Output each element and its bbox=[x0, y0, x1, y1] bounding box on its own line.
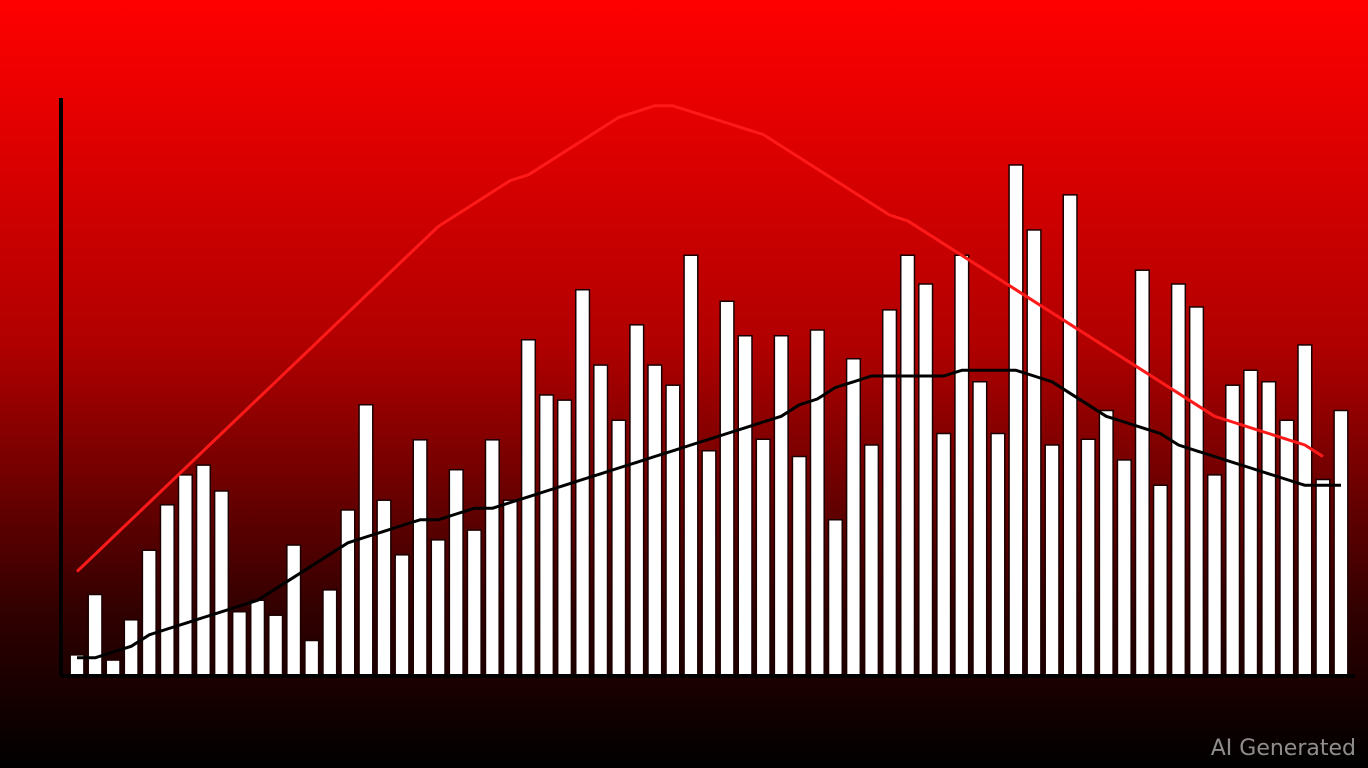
bar bbox=[990, 432, 1006, 676]
bar bbox=[1206, 474, 1223, 676]
bar bbox=[845, 358, 862, 676]
bar bbox=[1080, 438, 1096, 676]
bar bbox=[213, 490, 230, 676]
bar bbox=[827, 519, 844, 676]
bar bbox=[376, 499, 392, 676]
bar bbox=[105, 659, 121, 676]
bar bbox=[141, 549, 157, 676]
bar bbox=[1225, 384, 1241, 676]
line bbox=[77, 368, 1341, 660]
bar bbox=[268, 614, 284, 676]
bar bbox=[881, 309, 898, 676]
bar bbox=[87, 593, 103, 676]
bar bbox=[647, 364, 663, 676]
bar bbox=[719, 300, 735, 676]
bar bbox=[791, 455, 807, 676]
bar bbox=[1044, 444, 1060, 676]
bar bbox=[231, 611, 248, 676]
bar bbox=[1116, 459, 1132, 676]
bar bbox=[448, 468, 464, 676]
bar bbox=[1279, 419, 1295, 676]
bar bbox=[1008, 164, 1024, 676]
bar bbox=[972, 381, 988, 676]
bar bbox=[611, 419, 627, 676]
bar bbox=[1261, 381, 1277, 676]
bar bbox=[1297, 344, 1313, 676]
bar bbox=[1152, 484, 1169, 676]
bar bbox=[484, 439, 500, 676]
bar bbox=[683, 254, 699, 676]
bar bbox=[755, 438, 771, 676]
bar bbox=[322, 589, 338, 676]
bar bbox=[1315, 478, 1331, 676]
bar bbox=[593, 364, 609, 676]
bar bbox=[863, 444, 880, 676]
bar bbox=[629, 324, 645, 676]
bar bbox=[502, 499, 518, 676]
bar bbox=[1333, 409, 1349, 676]
bar bbox=[556, 399, 573, 676]
line bbox=[75, 104, 1324, 573]
bar bbox=[773, 335, 789, 676]
bar bbox=[394, 554, 410, 676]
bar bbox=[1170, 283, 1187, 676]
bar bbox=[954, 254, 970, 676]
bar bbox=[286, 544, 302, 676]
watermark: AI Generated bbox=[1211, 736, 1356, 761]
bar bbox=[195, 464, 212, 676]
bar bbox=[412, 439, 428, 676]
bar bbox=[340, 509, 356, 676]
bar bbox=[177, 474, 193, 676]
bar bbox=[701, 450, 717, 676]
bar bbox=[249, 599, 266, 676]
bar bbox=[520, 339, 537, 676]
bar bbox=[1098, 409, 1114, 676]
bar bbox=[304, 639, 320, 676]
bar bbox=[1062, 194, 1078, 676]
bar bbox=[430, 539, 446, 676]
bar bbox=[538, 394, 555, 676]
bar bbox=[466, 529, 482, 676]
bar bbox=[1243, 369, 1259, 676]
bar bbox=[1188, 306, 1205, 676]
bar bbox=[918, 283, 934, 676]
bar bbox=[159, 504, 175, 676]
bar bbox=[665, 384, 681, 676]
bar bbox=[900, 254, 916, 676]
bar bbox=[809, 329, 825, 676]
bar bbox=[737, 335, 753, 676]
bar bbox=[1134, 269, 1150, 676]
bar bbox=[936, 432, 952, 676]
